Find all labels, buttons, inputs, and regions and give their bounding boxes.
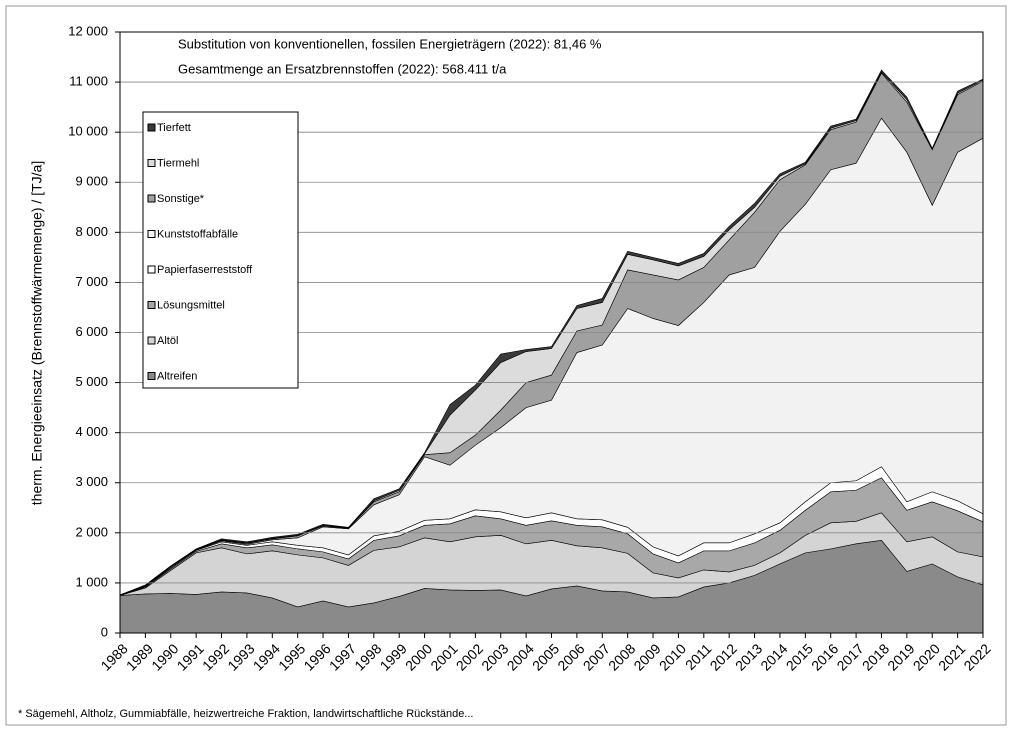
y-tick-label: 5 000: [75, 374, 108, 389]
legend-box: [142, 111, 299, 389]
y-tick-label: 7 000: [75, 274, 108, 289]
x-tick-label: 1996: [300, 640, 333, 673]
x-tick-label: 1993: [224, 640, 257, 673]
y-tick-label: 1 000: [75, 574, 108, 589]
x-tick-label: 1989: [123, 640, 156, 673]
x-tick-label: 2000: [402, 640, 435, 673]
y-tick-label: 10 000: [68, 124, 108, 139]
x-tick-label: 2022: [960, 640, 993, 673]
x-tick-label: 2014: [757, 640, 790, 673]
x-tick-label: 2004: [504, 640, 537, 673]
x-tick-label: 2017: [833, 640, 866, 673]
x-tick-label: 2016: [808, 640, 841, 673]
legend-label: Tiermehl: [157, 157, 199, 169]
x-tick-label: 2006: [554, 640, 587, 673]
legend-label: Altreifen: [157, 370, 197, 382]
legend-label: Lösungsmittel: [157, 299, 225, 311]
y-tick-label: 3 000: [75, 474, 108, 489]
y-tick-label: 6 000: [75, 324, 108, 339]
x-tick-label: 2018: [859, 640, 892, 673]
x-tick-label: 1997: [326, 640, 359, 673]
x-tick-label: 2021: [935, 640, 968, 673]
x-tick-label: 2003: [478, 640, 511, 673]
x-tick-label: 2007: [580, 640, 613, 673]
x-tick-label: 1988: [97, 640, 130, 673]
legend-label: Sonstige*: [157, 193, 205, 205]
x-tick-label: 1991: [174, 640, 207, 673]
legend-label: Altöl: [157, 335, 178, 347]
x-tick-label: 2011: [682, 640, 715, 673]
x-tick-label: 2010: [656, 640, 689, 673]
x-tick-label: 2002: [453, 640, 486, 673]
x-tick-label: 2020: [910, 640, 943, 673]
legend-swatch: [147, 372, 156, 380]
x-tick-label: 2012: [707, 640, 740, 673]
legend-label: Kunststoffabfälle: [157, 228, 238, 240]
legend-swatch: [147, 301, 156, 309]
frame: [5, 5, 1007, 726]
y-tick-label: 11 000: [69, 74, 108, 89]
x-tick-label: 1994: [250, 640, 283, 673]
legend-swatch: [147, 336, 156, 345]
y-axis-label: therm. Energieeinsatz (Brennstoffwärmeme…: [29, 161, 45, 505]
legend-swatch: [147, 123, 156, 132]
x-tick-label: 1992: [199, 640, 232, 673]
x-tick-label: 1999: [377, 640, 410, 673]
annotation: Substitution von konventionellen, fossil…: [178, 36, 602, 51]
x-tick-label: 1995: [275, 640, 308, 673]
y-tick-label: 12 000: [68, 23, 108, 38]
y-tick-label: 8 000: [75, 224, 108, 239]
legend-swatch: [147, 159, 156, 167]
y-tick-label: 4 000: [75, 424, 108, 439]
legend-swatch: [147, 265, 156, 274]
annotation: Gesamtmenge an Ersatzbrennstoffen (2022)…: [178, 61, 507, 76]
x-tick-label: 2015: [783, 640, 816, 673]
x-tick-label: 2019: [884, 640, 917, 673]
legend-swatch: [147, 230, 156, 238]
x-tick-label: 2001: [427, 640, 460, 673]
y-tick-label: 0: [101, 624, 108, 639]
x-tick-label: 2005: [529, 640, 562, 673]
x-tick-label: 2009: [630, 640, 663, 673]
x-tick-label: 2008: [605, 640, 638, 673]
x-tick-label: 1990: [148, 640, 181, 673]
y-tick-label: 9 000: [75, 174, 108, 189]
x-tick-label: 2013: [732, 640, 765, 673]
footnote: * Sägemehl, Altholz, Gummiabfälle, heizw…: [18, 708, 474, 720]
y-tick-label: 2 000: [75, 524, 108, 539]
legend-swatch: [147, 194, 156, 203]
legend-label: Tierfett: [157, 122, 191, 134]
x-tick-label: 1998: [351, 640, 384, 673]
legend-label: Papierfaserreststoff: [157, 264, 253, 276]
